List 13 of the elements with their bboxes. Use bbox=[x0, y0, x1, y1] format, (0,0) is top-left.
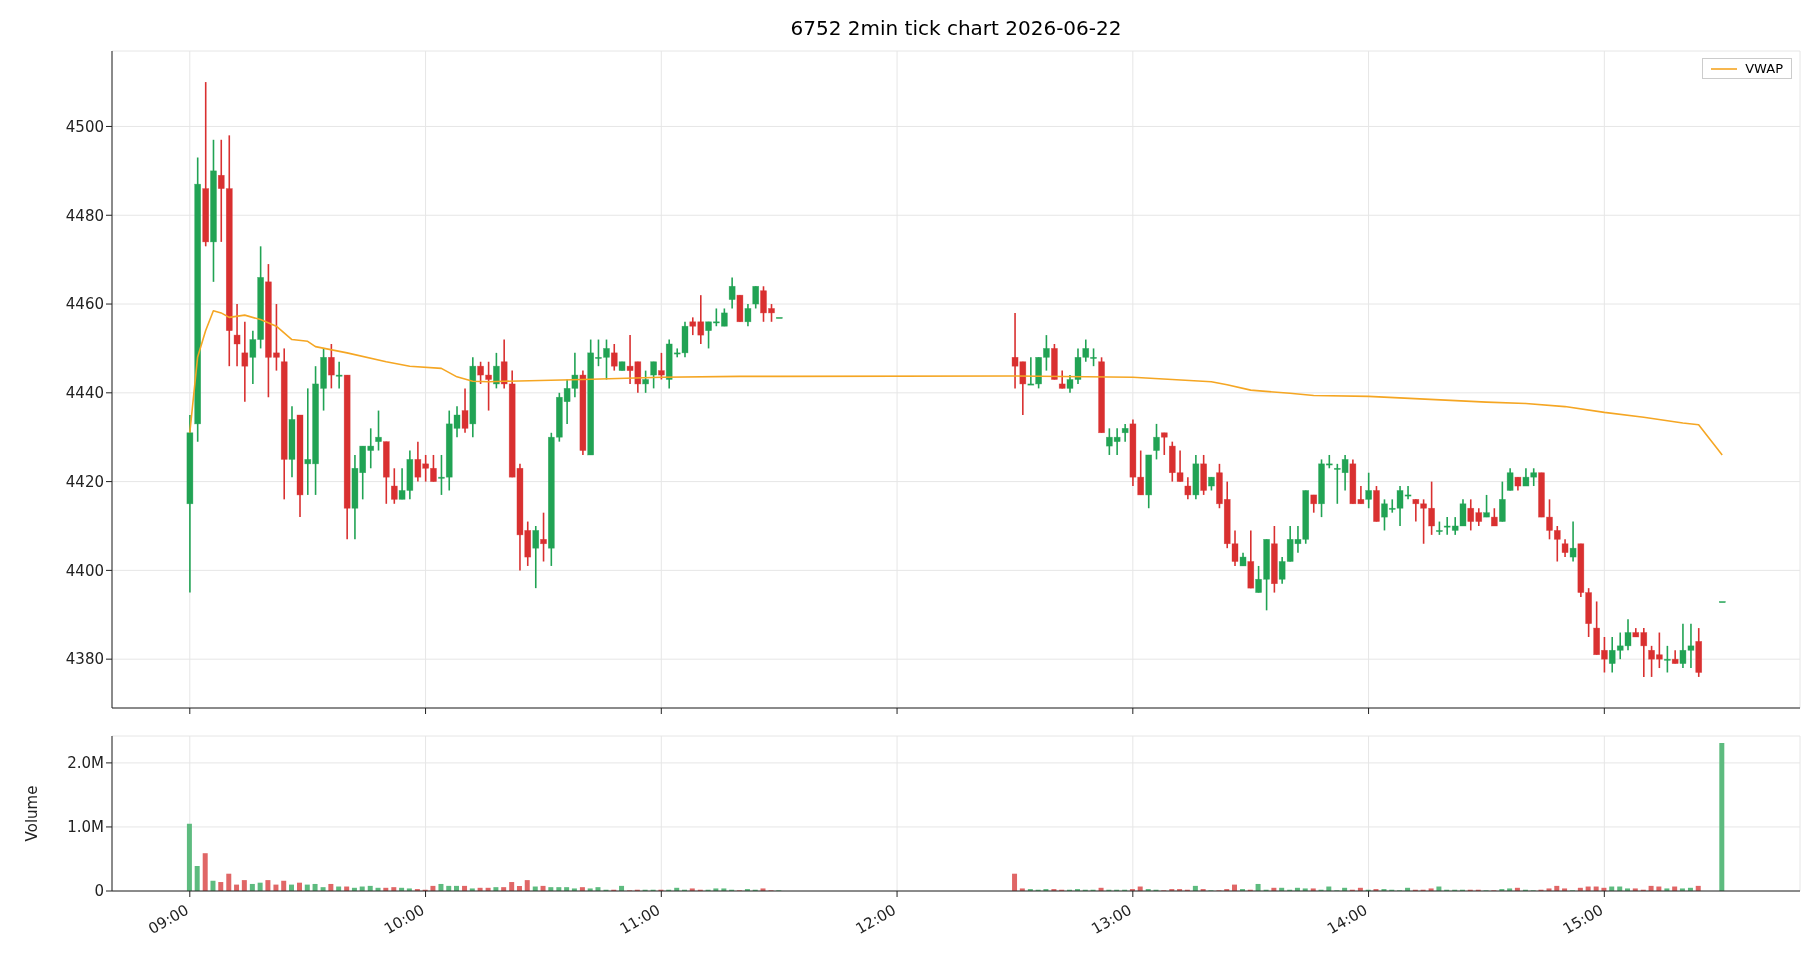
y-tick-label: 4420 bbox=[65, 472, 104, 491]
y-tick-label: 4480 bbox=[65, 206, 104, 225]
legend-label: VWAP bbox=[1745, 61, 1783, 76]
y-tick-label: 4400 bbox=[65, 561, 104, 580]
y-tick-label: 4500 bbox=[65, 117, 104, 136]
y-tick-label: 0 bbox=[94, 882, 104, 901]
y-tick-label: 1.0M bbox=[67, 818, 104, 837]
y-tick-label: 4460 bbox=[65, 295, 104, 314]
y-axis-title: Volume bbox=[23, 785, 42, 842]
chart-title: 6752 2min tick chart 2026-06-22 bbox=[789, 16, 1123, 40]
y-tick-label: 4380 bbox=[65, 650, 104, 669]
y-tick-label: 4440 bbox=[65, 384, 104, 403]
y-tick-label: 2.0M bbox=[67, 754, 104, 773]
